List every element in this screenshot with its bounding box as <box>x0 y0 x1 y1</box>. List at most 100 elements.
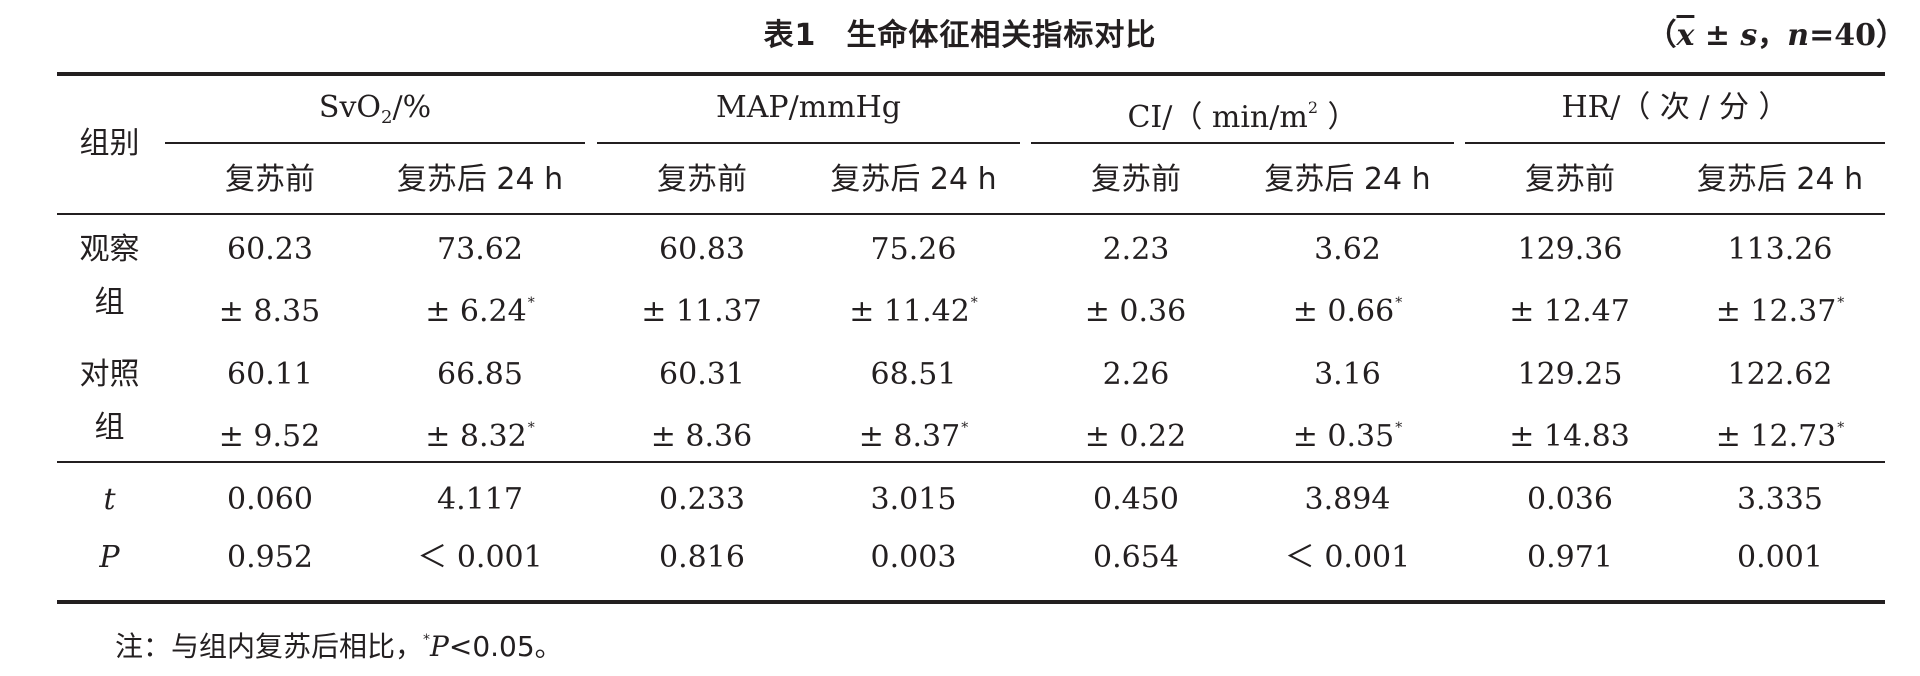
row-label-control-line2: 组 <box>94 410 125 445</box>
top-rule <box>57 72 1885 76</box>
sd-cell: ± 0.35* <box>1241 410 1454 455</box>
mean-cell: 60.83 <box>659 232 745 267</box>
significance-star: * <box>1395 420 1403 436</box>
sd-value: ± 0.22 <box>1084 419 1187 454</box>
mean-cell: 73.62 <box>437 232 523 267</box>
mean-cell: 66.85 <box>437 357 523 392</box>
significance-star: * <box>527 295 535 311</box>
stats-rule <box>57 461 1885 463</box>
stat-label-t: t <box>103 482 116 517</box>
mean-cell: 75.26 <box>870 232 957 267</box>
group-header-ci: CI/（ min/m2 ） <box>1127 98 1358 135</box>
sd-cell: ± 8.35 <box>165 285 375 330</box>
mean-cell: 2.26 <box>1102 357 1170 392</box>
significance-star: * <box>527 420 535 436</box>
mean-cell: 2.23 <box>1102 232 1170 267</box>
sd-cell: ± 8.36 <box>597 410 807 455</box>
mean-cell: 3.16 <box>1314 357 1381 392</box>
group-column-header: 组别 <box>79 126 140 161</box>
stat-p-cell: 0.003 <box>870 540 957 575</box>
header-bottom-rule <box>57 213 1885 215</box>
subheader-ci-post: 复苏后 24 h <box>1264 162 1431 197</box>
stat-p-cell: 0.971 <box>1527 540 1613 575</box>
subheader-map-pre: 复苏前 <box>657 162 747 197</box>
table-title-row: 表1 生命体征相关指标对比 （x ± s，n=40） <box>0 0 1920 70</box>
subheader-hr-pre: 复苏前 <box>1525 162 1615 197</box>
significance-star: * <box>1837 295 1845 311</box>
sd-cell: ± 9.52 <box>165 410 375 455</box>
significance-star: * <box>970 295 978 311</box>
group-header-svo2: SvO2/% <box>318 90 432 128</box>
stat-t-cell: 3.894 <box>1304 482 1391 517</box>
stat-p-cell: 0.952 <box>227 540 313 575</box>
sd-value: ± 14.83 <box>1509 419 1630 454</box>
map-header-rule <box>597 142 1020 144</box>
stat-label-p: P <box>99 540 120 575</box>
stat-t-cell: 0.450 <box>1093 482 1179 517</box>
stat-p-cell: 0.816 <box>659 540 745 575</box>
stat-t-cell: 3.015 <box>870 482 957 517</box>
stat-p-cell: ＜ 0.001 <box>1284 540 1411 575</box>
sd-value: ± 6.24 <box>425 294 527 329</box>
significance-star: * <box>1395 295 1403 311</box>
sd-cell: ± 0.36 <box>1031 285 1241 330</box>
ci-header-rule <box>1031 142 1454 144</box>
sd-value: ± 0.36 <box>1084 294 1187 329</box>
sd-value: ± 8.35 <box>218 294 321 329</box>
stat-t-cell: 3.335 <box>1737 482 1823 517</box>
sd-cell: ± 12.73* <box>1675 410 1885 455</box>
row-label-observation-line1: 观察 <box>79 232 140 267</box>
sd-cell: ± 8.37* <box>807 410 1020 455</box>
mean-cell: 113.26 <box>1727 232 1833 267</box>
sd-value: ± 11.42 <box>849 294 970 329</box>
table-caption: 生命体征相关指标对比 <box>846 18 1157 53</box>
sd-cell: ± 12.47 <box>1465 285 1675 330</box>
stat-t-cell: 0.233 <box>659 482 745 517</box>
statistics-note: （x ± s，n=40） <box>1646 18 1906 53</box>
sd-value: ± 0.35 <box>1292 419 1395 454</box>
table-title: 表1 生命体征相关指标对比 <box>0 10 1920 54</box>
subheader-ci-pre: 复苏前 <box>1091 162 1181 197</box>
table-number: 表1 <box>763 18 817 53</box>
stat-p-cell: 0.654 <box>1093 540 1179 575</box>
group-header-hr: HR/（ 次 / 分 ） <box>1561 90 1789 125</box>
significance-star: * <box>1837 420 1845 436</box>
mean-cell: 129.36 <box>1517 232 1623 267</box>
mean-cell: 60.31 <box>659 357 745 392</box>
stat-t-cell: 4.117 <box>437 482 523 517</box>
sd-value: ± 8.37 <box>858 419 961 454</box>
stat-p-cell: 0.001 <box>1737 540 1823 575</box>
subheader-svo2-post: 复苏后 24 h <box>396 162 564 197</box>
subheader-svo2-pre: 复苏前 <box>225 162 315 197</box>
sd-value: ± 11.37 <box>641 294 762 329</box>
mean-cell: 129.25 <box>1517 357 1623 392</box>
sd-value: ± 8.36 <box>650 419 753 454</box>
stat-p-cell: ＜ 0.001 <box>417 540 543 575</box>
table-footnote: 注：与组内复苏后相比，*P<0.05。 <box>115 630 563 663</box>
sd-value: ± 12.73 <box>1715 419 1837 454</box>
sd-value: ± 8.32 <box>425 419 527 454</box>
sd-cell: ± 0.22 <box>1031 410 1241 455</box>
subheader-hr-post: 复苏后 24 h <box>1696 162 1864 197</box>
sd-cell: ± 11.42* <box>807 285 1020 330</box>
sd-value: ± 9.52 <box>218 419 321 454</box>
mean-cell: 60.23 <box>227 232 313 267</box>
row-label-control-line1: 对照 <box>79 357 140 392</box>
group-header-map: MAP/mmHg <box>716 90 901 125</box>
hr-header-rule <box>1465 142 1885 144</box>
stat-t-cell: 0.036 <box>1527 482 1613 517</box>
sd-cell: ± 11.37 <box>597 285 807 330</box>
mean-cell: 68.51 <box>870 357 957 392</box>
sd-cell: ± 8.32* <box>375 410 585 455</box>
mean-cell: 60.11 <box>227 357 313 392</box>
sd-cell: ± 0.66* <box>1241 285 1454 330</box>
mean-cell: 122.62 <box>1727 357 1833 392</box>
row-label-observation-line2: 组 <box>94 285 125 320</box>
sd-value: ± 12.47 <box>1509 294 1630 329</box>
bottom-rule <box>57 600 1885 604</box>
sd-value: ± 12.37 <box>1715 294 1837 329</box>
subheader-map-post: 复苏后 24 h <box>830 162 997 197</box>
svo2-header-rule <box>165 142 585 144</box>
significance-star: * <box>961 420 969 436</box>
mean-cell: 3.62 <box>1314 232 1381 267</box>
